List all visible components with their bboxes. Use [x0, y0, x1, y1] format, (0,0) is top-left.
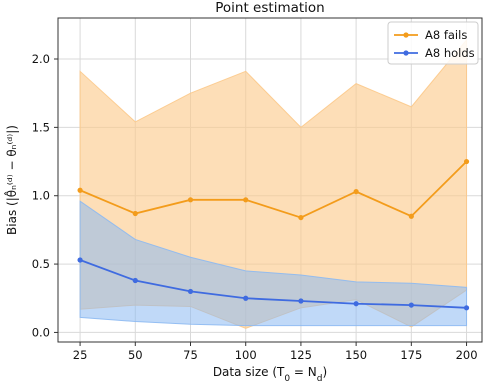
point-a8-fails-0 — [77, 187, 83, 193]
x-axis-title: Data size (T0 = Nd) — [213, 365, 327, 384]
x-tick-label-6: 175 — [400, 348, 422, 362]
point-a8-fails-5 — [353, 189, 359, 195]
y-tick-label-4: 2.0 — [32, 52, 50, 66]
series-line-a8-holds — [79, 259, 467, 309]
series-points — [77, 158, 470, 311]
y-tick-label-0: 0.0 — [32, 325, 50, 339]
legend-label-a8-holds: A8 holds — [425, 46, 475, 60]
x-axis-title-eq: = N — [290, 365, 317, 379]
point-a8-fails-1 — [132, 210, 138, 217]
plot-frame — [57, 17, 483, 343]
point-a8-holds-0 — [77, 257, 83, 263]
x-axis-title-sub-1: 0 — [284, 374, 290, 384]
x-axis-title-main: Data size (T — [213, 365, 285, 379]
x-axis-ticks: 25 50 75 100 125 150 175 200 — [73, 342, 478, 362]
x-tick-label-5: 150 — [345, 348, 367, 362]
point-a8-holds-1 — [132, 277, 138, 284]
point-a8-holds-2 — [187, 288, 194, 295]
point-a8-holds-4 — [298, 298, 304, 304]
x-tick-label-4: 125 — [290, 348, 312, 362]
point-a8-holds-7 — [463, 305, 470, 311]
chart-title: Point estimation — [215, 0, 324, 16]
point-a8-fails-7 — [463, 158, 470, 165]
point-a8-holds-5 — [353, 301, 359, 307]
x-tick-label-1: 50 — [128, 348, 143, 362]
x-tick-label-0: 25 — [73, 348, 88, 362]
series-line-a8-fails — [79, 160, 468, 219]
point-a8-holds-3 — [243, 295, 249, 301]
point-a8-fails-2 — [187, 197, 194, 203]
legend-label-a8-fails: A8 fails — [425, 28, 467, 42]
legend: A8 fails A8 holds — [387, 21, 479, 65]
legend-marker-a8-fails — [403, 32, 409, 38]
point-a8-fails-4 — [298, 214, 304, 221]
y-tick-label-1: 0.5 — [32, 257, 50, 271]
y-axis-ticks: 0.0 0.5 1.0 1.5 2.0 — [32, 52, 58, 339]
band-a8-holds — [79, 200, 468, 327]
x-tick-label-7: 200 — [456, 348, 478, 362]
plot-border — [57, 17, 483, 343]
legend-marker-a8-holds — [403, 50, 409, 56]
point-a8-holds-6 — [408, 302, 414, 308]
y-tick-label-2: 1.0 — [32, 189, 50, 203]
x-axis-title-sub-2: d — [317, 374, 323, 384]
x-tick-label-2: 75 — [183, 348, 198, 362]
x-axis-title-close: ) — [323, 365, 328, 379]
point-a8-fails-3 — [243, 197, 249, 203]
point-a8-fails-6 — [408, 213, 414, 219]
x-tick-label-3: 100 — [235, 348, 257, 362]
y-tick-label-3: 1.5 — [32, 120, 50, 134]
y-axis-title: Bias (|θ̂ₙ⁽ᵈ⁾ − θₙ⁽ᵈ⁾|) — [3, 125, 19, 235]
confidence-bands — [79, 38, 468, 329]
series-lines — [79, 160, 468, 309]
